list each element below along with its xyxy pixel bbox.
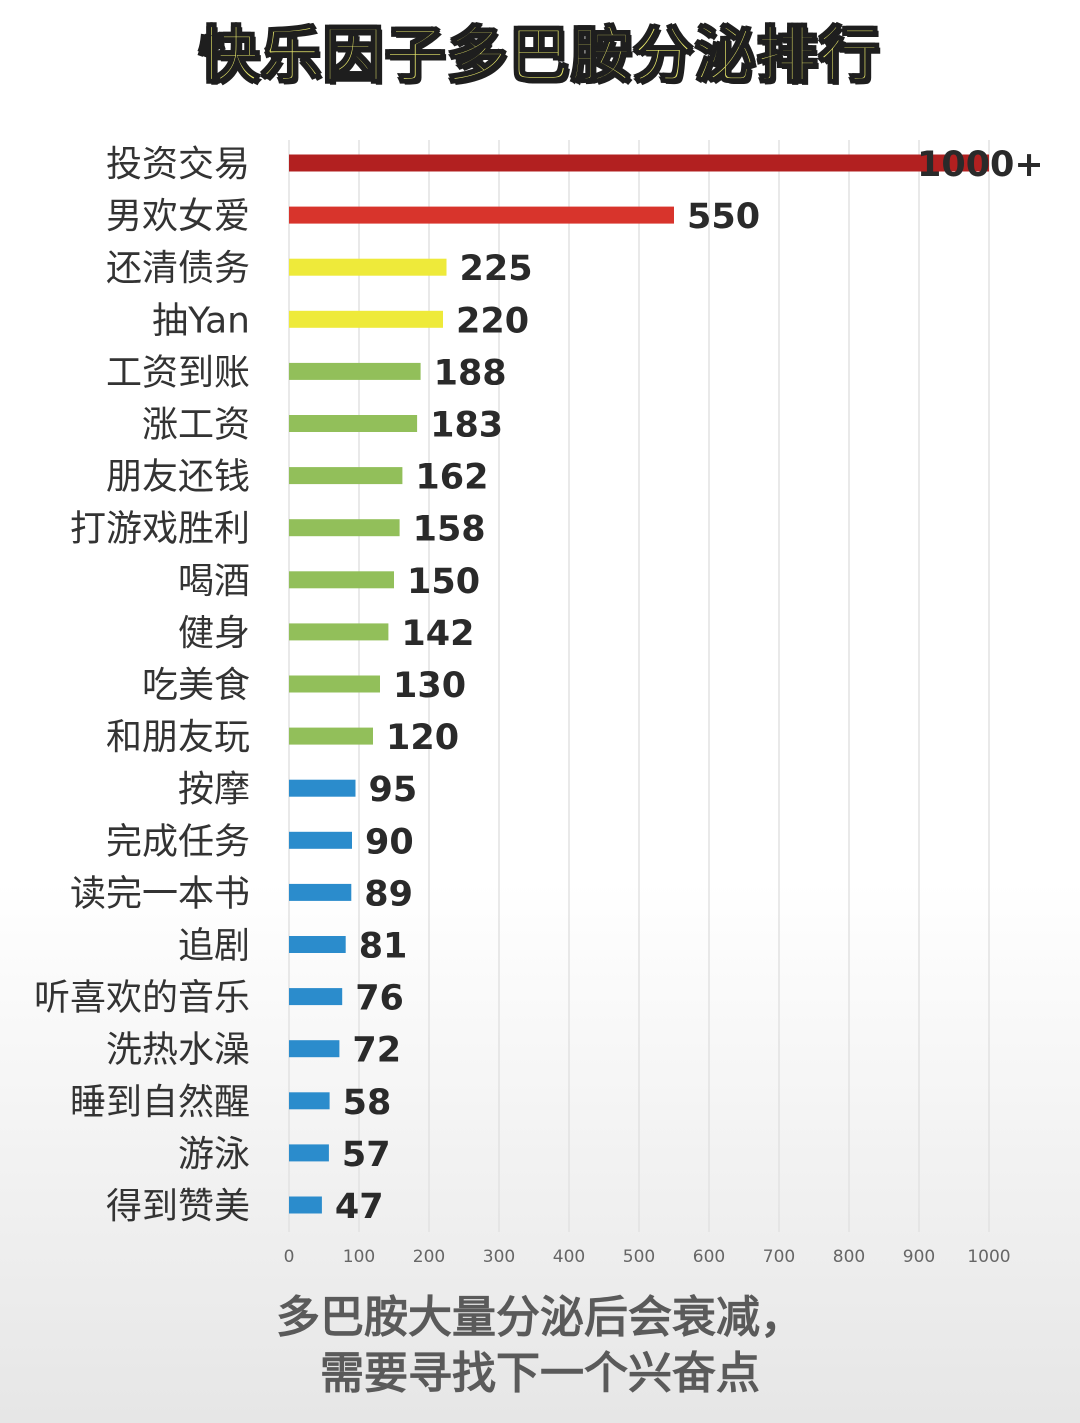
x-tick-label: 400 (553, 1247, 585, 1267)
category-label: 得到赞美 (106, 1186, 250, 1227)
x-tick-label: 800 (833, 1247, 865, 1267)
x-tick-label: 500 (623, 1247, 655, 1267)
data-label: 47 (335, 1187, 384, 1227)
x-tick-label: 900 (903, 1247, 935, 1267)
category-label: 和朋友玩 (106, 717, 250, 758)
bar (289, 154, 989, 172)
bar (289, 779, 356, 797)
data-label: 142 (401, 614, 474, 654)
data-label: 81 (359, 927, 408, 967)
category-label: 洗热水澡 (106, 1030, 250, 1071)
category-label: 睡到自然醒 (70, 1082, 250, 1123)
bar (289, 258, 447, 276)
data-label: 550 (687, 197, 760, 237)
x-tick-label: 1000 (967, 1247, 1010, 1267)
data-label: 225 (460, 249, 533, 289)
footer-caption: 多巴胺大量分泌后会衰减， 需要寻找下一个兴奋点 (0, 1290, 1080, 1402)
category-label: 按摩 (178, 769, 250, 810)
category-label: 打游戏胜利 (70, 509, 250, 550)
bar (289, 831, 352, 849)
x-tick-label: 100 (343, 1247, 375, 1267)
bar (289, 310, 443, 328)
bar (289, 936, 346, 953)
bar (289, 519, 400, 537)
data-label: 90 (365, 822, 414, 862)
footer-line-2: 需要寻找下一个兴奋点 (320, 1348, 760, 1399)
x-tick-label: 200 (413, 1247, 445, 1267)
category-label: 健身 (178, 613, 250, 654)
data-label: 89 (364, 874, 413, 914)
category-label: 喝酒 (178, 561, 250, 602)
category-label: 工资到账 (106, 352, 250, 393)
bar (289, 1196, 322, 1214)
bar (289, 206, 674, 224)
category-label: 完成任务 (106, 821, 250, 862)
x-tick-label: 0 (284, 1247, 295, 1267)
data-label: 1000+ (917, 145, 1044, 185)
bar (289, 1092, 330, 1110)
data-label: 95 (369, 770, 418, 810)
category-label: 抽Yan (152, 300, 250, 341)
bar (289, 727, 373, 745)
footer-line-1: 多巴胺大量分泌后会衰减， (276, 1292, 804, 1343)
bar (289, 883, 352, 901)
bar (289, 415, 418, 432)
bar (289, 467, 403, 485)
bar (289, 623, 389, 641)
data-label: 57 (342, 1135, 391, 1175)
data-label: 158 (413, 510, 486, 550)
bar (289, 362, 421, 380)
page-title: 快乐因子多巴胺分泌排行 (198, 20, 881, 92)
category-label: 还清债务 (106, 248, 250, 289)
data-label: 220 (456, 301, 529, 341)
bar (289, 988, 343, 1006)
category-label: 朋友还钱 (106, 457, 250, 498)
x-tick-label: 300 (483, 1247, 515, 1267)
data-label: 188 (434, 353, 507, 393)
data-label: 120 (386, 718, 459, 758)
category-label: 游泳 (178, 1134, 250, 1175)
category-label: 涨工资 (142, 405, 250, 446)
x-tick-label: 600 (693, 1247, 725, 1267)
data-label: 76 (355, 979, 404, 1019)
data-label: 183 (430, 406, 503, 446)
data-label: 162 (415, 458, 488, 498)
x-tick-label: 700 (763, 1247, 795, 1267)
category-label: 听喜欢的音乐 (34, 978, 250, 1019)
category-label: 读完一本书 (70, 873, 250, 914)
category-label: 男欢女爱 (106, 196, 250, 237)
data-label: 58 (343, 1083, 392, 1123)
bar (289, 675, 380, 693)
category-label: 吃美食 (142, 665, 250, 706)
category-label: 投资交易 (106, 144, 250, 185)
bar (289, 571, 394, 589)
bar (289, 1144, 329, 1162)
category-label: 追剧 (178, 926, 250, 967)
data-label: 130 (393, 666, 466, 706)
data-label: 150 (407, 562, 480, 602)
bar-chart: 0 100 200 300 400 500 600 700 800 900 1000 投资交易 1000… (34, 140, 1044, 1267)
data-label: 72 (352, 1031, 401, 1071)
bar (289, 1040, 340, 1058)
